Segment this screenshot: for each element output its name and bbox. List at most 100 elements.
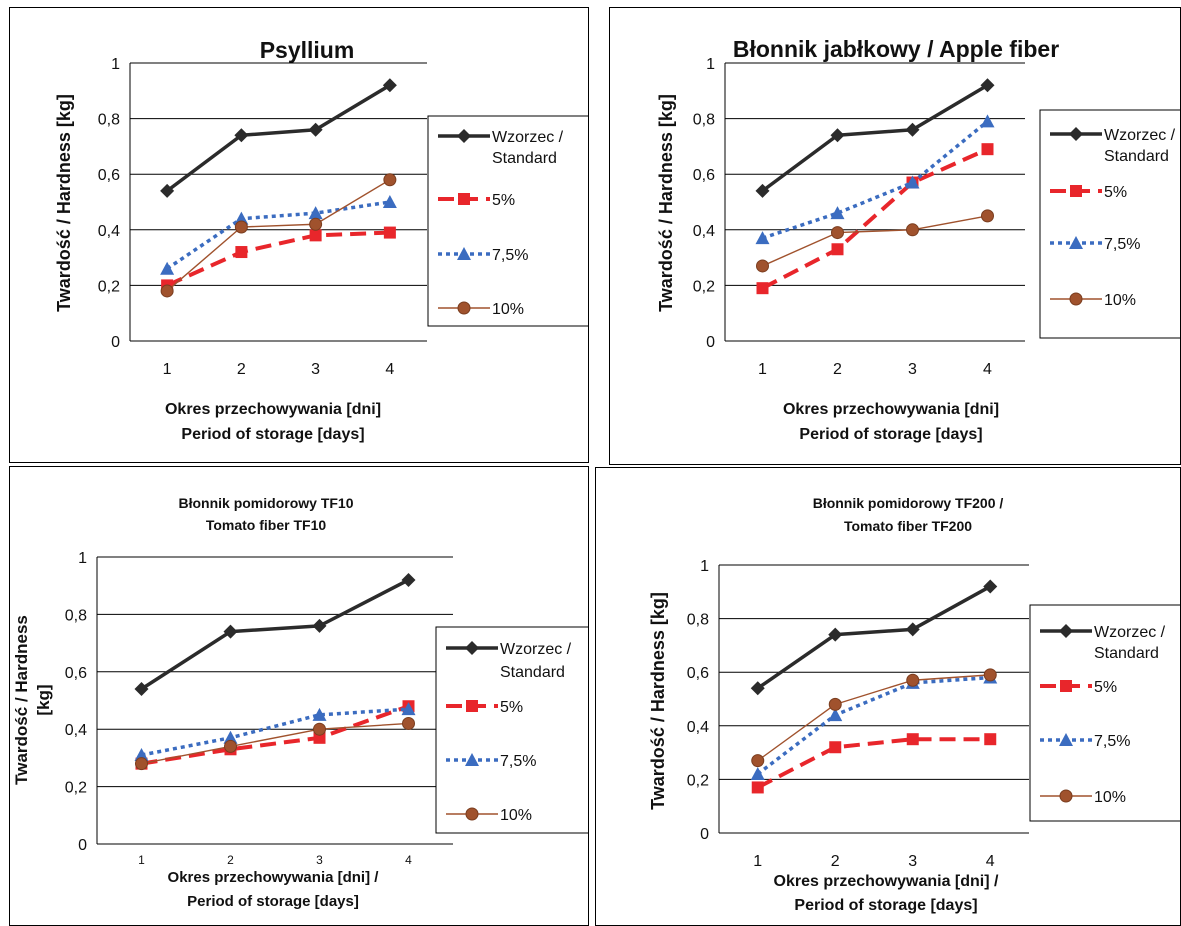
y-tick-label: 0,8	[687, 612, 709, 629]
y-tick-label: 0,4	[693, 223, 715, 240]
data-point	[234, 211, 249, 225]
x-tick-label: 2	[237, 361, 246, 378]
series-line	[762, 215, 988, 267]
series-3	[160, 173, 397, 298]
data-point	[983, 579, 998, 594]
series-line	[141, 704, 410, 766]
y-tick-label: 0,6	[687, 665, 709, 682]
data-point	[984, 733, 997, 746]
data-point	[750, 767, 765, 781]
legend-label: Wzorzec /	[1094, 624, 1166, 641]
data-point	[751, 754, 765, 768]
gridlines	[97, 556, 453, 845]
y-tick-label: 0	[700, 826, 709, 843]
y-tick-label: 0,2	[687, 772, 709, 789]
chart-title: Tomato fiber TF10	[206, 517, 327, 533]
x-tick-label: 3	[316, 853, 323, 867]
legend-label: 10%	[1104, 292, 1136, 309]
legend-marker	[457, 129, 471, 143]
data-point	[828, 627, 843, 642]
y-tick-label: 1	[78, 550, 87, 567]
chart-title: Błonnik jabłkowy / Apple fiber	[733, 36, 1059, 62]
legend-label: 5%	[1094, 679, 1117, 696]
data-point	[309, 229, 322, 242]
legend-marker	[1069, 292, 1083, 306]
series-line	[140, 578, 410, 691]
x-axis-label: Period of storage [days]	[799, 426, 982, 443]
series-1	[756, 143, 994, 295]
legend-marker	[1070, 185, 1082, 197]
data-point	[905, 622, 920, 637]
legend-label: 7,5%	[500, 753, 536, 770]
series-3	[756, 209, 994, 273]
legend-label: Standard	[500, 664, 565, 681]
data-point	[905, 175, 920, 189]
legend-label: Standard	[1104, 148, 1169, 165]
x-tick-label: 1	[163, 361, 172, 378]
y-tick-label: 0,6	[693, 167, 715, 184]
legend-marker	[1060, 680, 1072, 692]
series-2	[160, 195, 397, 275]
y-axis-label: Twardość / Hardness [kg]	[648, 592, 668, 810]
chart-title: Błonnik pomidorowy TF10	[178, 495, 353, 511]
chart-panel-tomato-tf10: Błonnik pomidorowy TF10 Tomato fiber TF10…	[9, 466, 589, 926]
legend-marker	[465, 753, 479, 766]
legend-marker	[1059, 733, 1073, 746]
gridlines	[130, 62, 427, 342]
data-point	[906, 223, 919, 237]
series-line	[756, 675, 991, 776]
x-axis-label: Okres przechowywania [dni] /	[774, 873, 1000, 890]
series-0	[755, 78, 995, 198]
y-tick-label: 1	[700, 558, 709, 575]
data-point	[134, 682, 149, 697]
legend-label: 5%	[500, 699, 523, 716]
data-point	[309, 217, 323, 231]
legend-label: Standard	[492, 150, 557, 167]
x-tick-label: 1	[758, 361, 767, 378]
y-tick-label: 0,8	[98, 112, 120, 129]
chart-svg: Psyllium 0 0,2 0,4 0,6 0,8 1 1 2 3 4 Okres przechow…	[54, 37, 588, 443]
x-tick-label: 3	[311, 361, 320, 378]
legend: Wzorzec / Standard 5% 7,5% 10%	[435, 626, 588, 834]
legend-marker	[457, 247, 471, 260]
data-point	[980, 114, 995, 128]
legend-label: Wzorzec /	[500, 641, 572, 658]
y-tick-label: 0,2	[693, 278, 715, 295]
data-point	[981, 143, 994, 156]
x-tick-label: 1	[753, 853, 762, 870]
x-tick-label: 1	[138, 853, 145, 867]
chart-panel-psyllium: Psyllium 0 0,2 0,4 0,6 0,8 1 1 2 3 4 Okres przechow…	[9, 7, 589, 463]
x-tick-label: 4	[385, 361, 394, 378]
data-point	[755, 183, 770, 198]
data-point	[756, 259, 769, 273]
legend-box	[1039, 109, 1180, 339]
x-tick-label: 2	[833, 361, 842, 378]
x-axis-label: Period of storage [days]	[794, 897, 977, 914]
series-line	[166, 179, 391, 292]
data-point	[160, 261, 175, 275]
data-point	[308, 206, 323, 220]
data-point	[135, 757, 148, 771]
legend-marker	[466, 700, 478, 712]
data-point	[981, 209, 994, 223]
x-tick-label: 4	[983, 361, 992, 378]
legend-label: Wzorzec /	[492, 129, 564, 146]
y-tick-label: 0,6	[98, 167, 120, 184]
data-point	[831, 243, 844, 256]
y-tick-label: 0,8	[693, 112, 715, 129]
series-3	[135, 716, 415, 771]
legend-marker	[1059, 789, 1073, 803]
chart-title: Psyllium	[260, 37, 355, 63]
data-point	[402, 716, 415, 730]
chart-svg: Błonnik jabłkowy / Apple fiber 0 0,2 0,4 0,6…	[656, 36, 1180, 443]
y-tick-label: 0,6	[65, 665, 87, 682]
legend-marker	[1069, 236, 1083, 249]
x-axis-label: Okres przechowywania [dni]	[783, 401, 999, 418]
chart-panel-apple-fiber: Błonnik jabłkowy / Apple fiber 0 0,2 0,4 0,6…	[609, 7, 1181, 465]
series-line	[757, 674, 991, 762]
y-axis-label: Twardość / Hardness	[12, 615, 31, 785]
legend-label: Standard	[1094, 645, 1159, 662]
legend-marker	[465, 641, 479, 655]
y-axis-label: Twardość / Hardness [kg]	[656, 94, 676, 312]
data-point	[751, 781, 764, 794]
